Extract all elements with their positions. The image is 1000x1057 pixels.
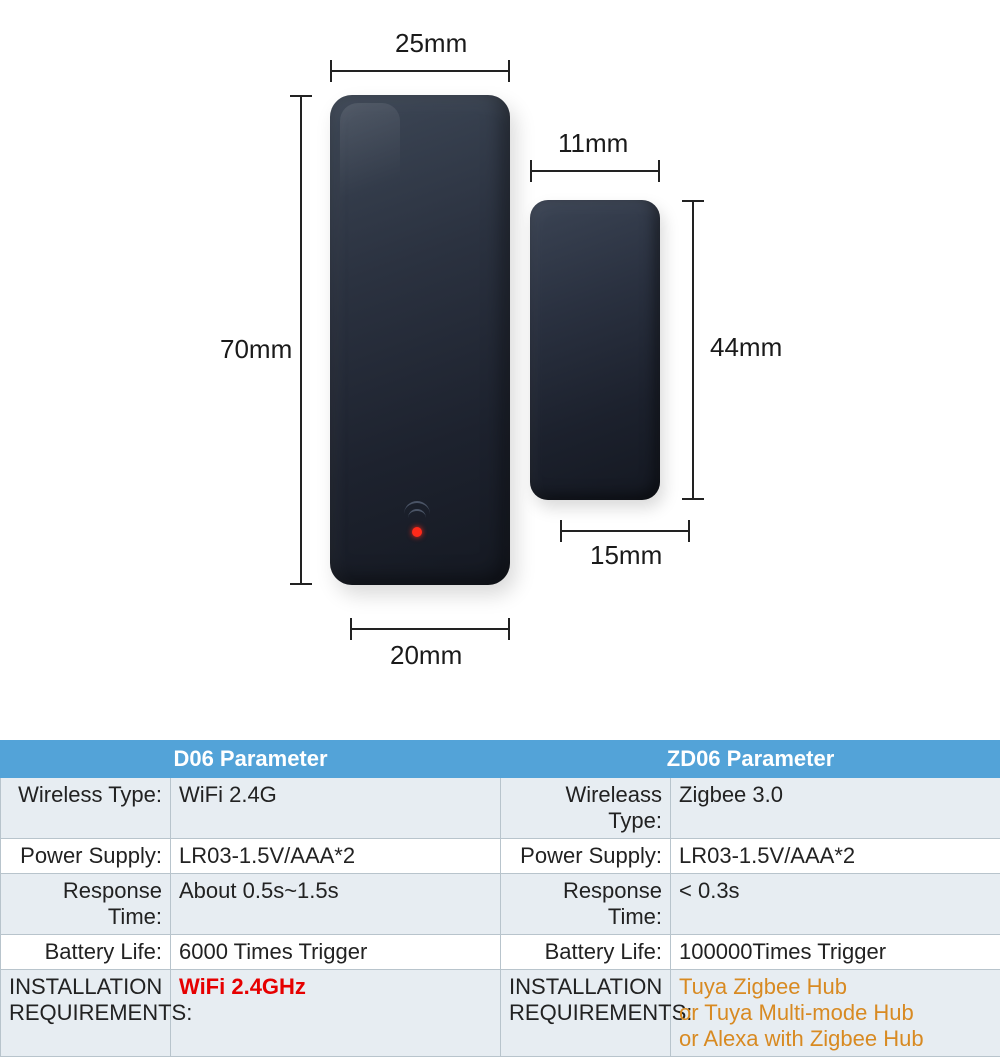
- wifi-icon: [402, 509, 432, 529]
- table-row: Wireless Type: WiFi 2.4G Wireleass Type:…: [1, 778, 1000, 839]
- dim-large-depth: 20mm: [390, 640, 462, 671]
- label: Response Time:: [1, 874, 171, 935]
- value: 6000 Times Trigger: [171, 935, 501, 970]
- label: Battery Life:: [501, 935, 671, 970]
- label: Power Supply:: [501, 839, 671, 874]
- value: Zigbee 3.0: [671, 778, 1000, 839]
- install-value-left: WiFi 2.4GHz: [171, 970, 501, 1057]
- dimension-diagram: 25mm 11mm 70mm 44mm 15mm 20mm: [0, 0, 1000, 740]
- table-row: Response Time: About 0.5s~1.5s Response …: [1, 874, 1000, 935]
- value: 100000Times Trigger: [671, 935, 1000, 970]
- value: LR03-1.5V/AAA*2: [671, 839, 1000, 874]
- header-d06: D06 Parameter: [1, 741, 501, 778]
- header-zd06: ZD06 Parameter: [501, 741, 1000, 778]
- label: Power Supply:: [1, 839, 171, 874]
- table-row: Power Supply: LR03-1.5V/AAA*2 Power Supp…: [1, 839, 1000, 874]
- value: About 0.5s~1.5s: [171, 874, 501, 935]
- install-label-left: INSTALLATION REQUIREMENTS:: [1, 970, 171, 1057]
- value: WiFi 2.4G: [171, 778, 501, 839]
- dim-small-width: 11mm: [558, 128, 628, 159]
- sensor-magnet-body: [530, 200, 660, 500]
- led-indicator: [412, 527, 422, 537]
- table-row: Battery Life: 6000 Times Trigger Battery…: [1, 935, 1000, 970]
- value: LR03-1.5V/AAA*2: [171, 839, 501, 874]
- label: Response Time:: [501, 874, 671, 935]
- install-label-right: INSTALLATION REQUIREMENTS:: [501, 970, 671, 1057]
- spec-table: D06 Parameter ZD06 Parameter Wireless Ty…: [0, 740, 1000, 1057]
- sensor-main-body: [330, 95, 510, 585]
- label: Battery Life:: [1, 935, 171, 970]
- table-header-row: D06 Parameter ZD06 Parameter: [1, 741, 1000, 778]
- label: Wireleass Type:: [501, 778, 671, 839]
- dim-large-width: 25mm: [395, 28, 467, 59]
- table-row-install: INSTALLATION REQUIREMENTS: WiFi 2.4GHz I…: [1, 970, 1000, 1057]
- value: < 0.3s: [671, 874, 1000, 935]
- label: Wireless Type:: [1, 778, 171, 839]
- dim-small-depth: 15mm: [590, 540, 662, 571]
- install-value-right: Tuya Zigbee Hub or Tuya Multi-mode Hub o…: [671, 970, 1000, 1057]
- dim-large-height: 70mm: [220, 334, 292, 365]
- dim-small-height: 44mm: [710, 332, 782, 363]
